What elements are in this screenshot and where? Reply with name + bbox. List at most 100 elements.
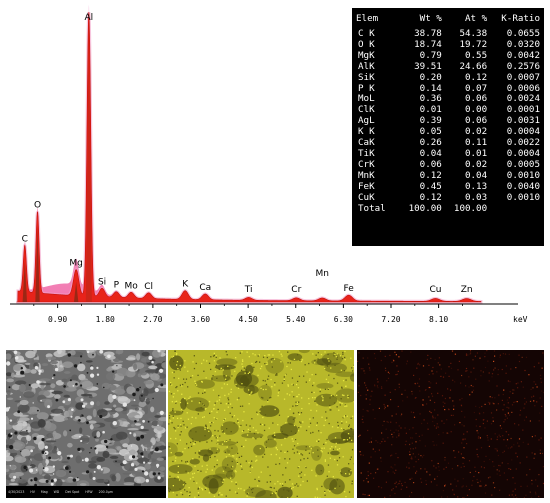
peak-label-mn: Mn (315, 269, 328, 279)
peak-label-k: K (182, 280, 189, 290)
table-row: MoL 0.36 0.06 0.0024 (356, 94, 540, 105)
table-row: C K 38.78 54.38 0.0655 (356, 28, 540, 40)
x-tick-label: 3.60 (191, 315, 210, 324)
peak-core-c (22, 261, 28, 302)
cell-elem: Total (358, 202, 386, 214)
cell-wt: 0.14 (419, 82, 442, 94)
table-row: CuK 0.12 0.03 0.0010 (356, 191, 540, 204)
peak-label-c: C (22, 234, 28, 244)
peak-core-o (35, 226, 40, 302)
cell-wt: 18.74 (414, 38, 442, 50)
peak-marks (22, 23, 92, 303)
element-map-yellow (168, 350, 354, 498)
peak-label-al: Al (85, 13, 94, 23)
column-header-wt: Wt % (419, 13, 442, 24)
sem-info-field: 200.0μm (98, 490, 113, 494)
cell-elem: TiK (358, 147, 375, 159)
sem-info-bar: 4/30/2023 HV Mag WD Det Spot HFW 200.0μm (6, 486, 166, 498)
table-row: O K 18.74 19.72 0.0320 (356, 38, 540, 51)
cell-kratio: 0.0031 (506, 115, 540, 127)
cell-at: 0.03 (464, 191, 488, 203)
cell-elem: MoL (358, 93, 375, 105)
table-row: CrK 0.06 0.02 0.0005 (356, 158, 540, 171)
cell-at: 0.55 (464, 49, 488, 61)
cell-elem: P K (358, 82, 375, 94)
cell-kratio: 0.0004 (506, 147, 540, 159)
cell-elem: CrK (358, 158, 375, 170)
peak-label-si: Si (98, 277, 106, 287)
table-row: FeK 0.45 0.13 0.0040 (356, 180, 540, 193)
cell-elem: CaK (358, 137, 375, 149)
cell-at: 0.01 (464, 147, 488, 159)
table-row: TiK 0.04 0.01 0.0004 (356, 147, 540, 160)
x-tick-label: 2.70 (143, 315, 162, 324)
cell-wt: 0.36 (419, 93, 442, 105)
cell-at: 0.12 (464, 71, 488, 83)
x-tick-label: 4.50 (238, 315, 257, 324)
x-tick-label: 8.10 (429, 315, 448, 324)
cell-kratio: 0.0004 (506, 126, 540, 138)
cell-at: 19.72 (459, 38, 488, 50)
cell-wt: 0.26 (419, 137, 442, 149)
peak-label-o: O (34, 201, 41, 211)
cell-elem: O K (358, 38, 375, 50)
table-body: C K 38.78 54.38 0.0655 O K 18.74 19.72 0.0320 Mg… (356, 28, 540, 215)
sem-info-field: WD (53, 490, 60, 494)
cell-wt: 0.05 (419, 126, 442, 138)
peak-label-cr: Cr (291, 285, 301, 295)
cell-wt: 0.39 (419, 115, 442, 127)
cell-elem: MnK (358, 169, 375, 181)
sem-texture (6, 350, 166, 486)
cell-kratio: 0.0005 (506, 158, 540, 170)
cell-elem: FeK (358, 180, 375, 192)
sem-info-field: 4/30/2023 (8, 490, 25, 494)
cell-kratio: 0.0042 (506, 49, 540, 61)
cell-kratio (487, 204, 540, 215)
red-map-texture (357, 350, 544, 498)
cell-kratio: 0.0024 (506, 93, 540, 105)
table-row: AgL 0.39 0.06 0.0031 (356, 115, 540, 127)
peak-label-cl: Cl (144, 282, 153, 292)
cell-wt: 0.20 (419, 71, 442, 83)
cell-wt: 100.00 (408, 202, 442, 214)
cell-at: 0.04 (464, 169, 488, 181)
cell-at: 0.06 (464, 93, 488, 105)
cell-at: 0.02 (464, 158, 488, 170)
cell-at: 0.07 (464, 82, 488, 94)
peak-label-p: P (114, 281, 120, 291)
element-map-red (357, 350, 544, 498)
sem-micrograph: 4/30/2023 HV Mag WD Det Spot HFW 200.0μm (6, 350, 166, 498)
peak-label-cu: Cu (429, 285, 441, 295)
cell-at: 0.11 (464, 137, 488, 149)
peak-core-al (85, 23, 92, 303)
cell-elem: AgL (358, 115, 375, 127)
sem-info-field: HFW (85, 490, 93, 494)
cell-kratio: 0.0022 (506, 137, 540, 149)
cell-kratio: 0.0040 (506, 180, 540, 192)
eds-spectrum-chart: 0.90 1.80 2.70 3.60 4.50 5.40 6.30 7.20 8.10 C O M… (10, 4, 528, 324)
table-header-row: Elem Wt % At % K-Ratio (356, 12, 540, 29)
cell-wt: 0.01 (419, 104, 442, 116)
sem-info-field: HV (30, 490, 35, 494)
cell-kratio: 0.0007 (506, 71, 540, 83)
table-row: K K 0.05 0.02 0.0004 (356, 126, 540, 138)
cell-at: 24.66 (459, 60, 488, 72)
table-row: SiK 0.20 0.12 0.0007 (356, 71, 540, 84)
quantification-table: Elem Wt % At % K-Ratio C K 38.78 54.38 0.06… (352, 8, 544, 246)
x-axis-unit-label: keV (513, 315, 528, 324)
cell-at: 0.00 (464, 104, 488, 116)
cell-elem: C K (358, 28, 375, 39)
peak-label-zn: Zn (461, 285, 473, 295)
cell-kratio: 0.2576 (506, 60, 540, 72)
cell-wt: 0.12 (419, 169, 442, 181)
cell-elem: AlK (358, 60, 375, 72)
cell-wt: 0.45 (419, 180, 442, 192)
sem-info-field: Mag (40, 490, 48, 494)
cell-kratio: 0.0655 (506, 28, 540, 39)
cell-at: 54.38 (459, 28, 488, 39)
cell-kratio: 0.0320 (506, 38, 540, 50)
x-axis-ticks: 0.90 1.80 2.70 3.60 4.50 5.40 6.30 7.20 8.10 (33, 304, 463, 324)
cell-wt: 0.12 (419, 191, 442, 203)
peak-label-mg: Mg (69, 259, 82, 269)
